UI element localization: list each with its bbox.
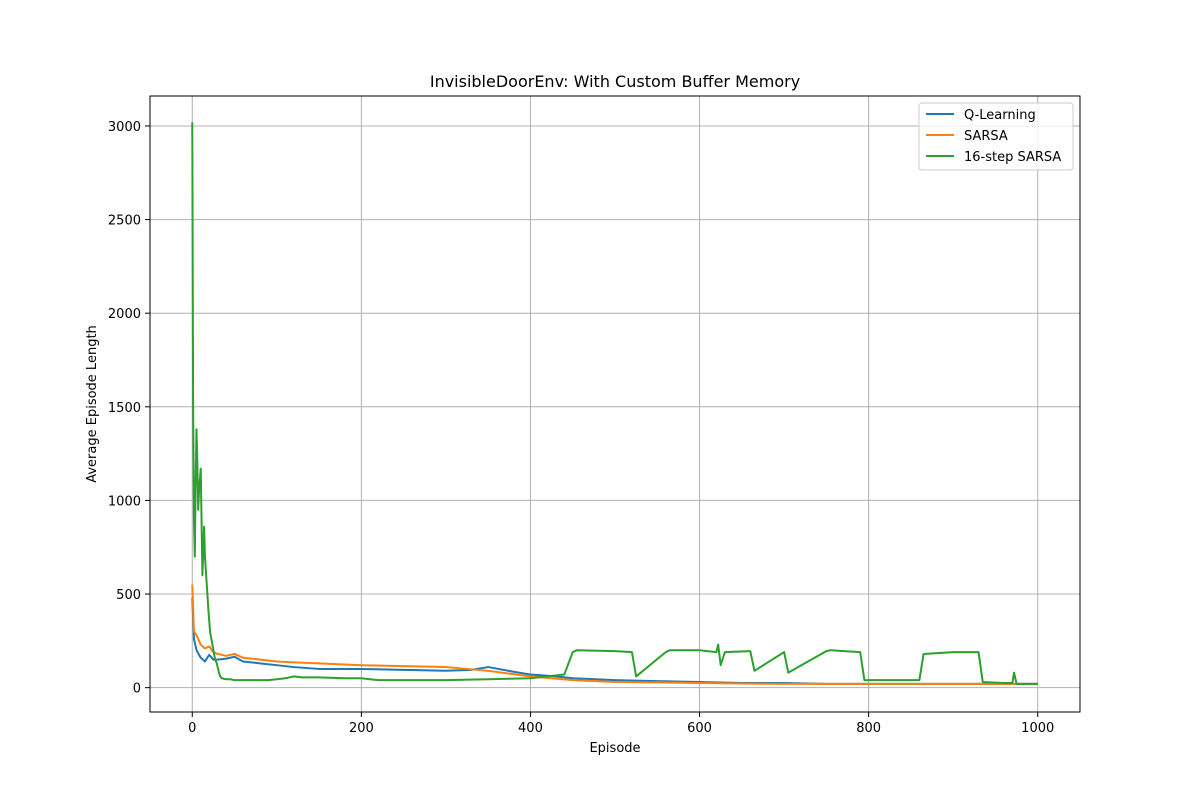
y-tick-label-5: 2500: [108, 214, 141, 229]
x-axis-ticks: 0 200 400 600 800 1000: [188, 712, 1054, 736]
y-axis-ticks: 0 500 1000 1500 2000 2500 3000: [108, 120, 150, 697]
x-tick-label-4: 800: [856, 721, 881, 736]
series-line-sarsa: [191, 584, 1038, 685]
legend-label-16-step-sarsa: 16-step SARSA: [964, 150, 1061, 165]
y-tick-label-4: 2000: [108, 307, 141, 322]
legend-label-q-learning: Q-Learning: [964, 108, 1036, 123]
legend: Q-Learning SARSA 16-step SARSA: [918, 102, 1074, 171]
grid-lines: [150, 96, 1080, 712]
y-tick-label-6: 3000: [108, 120, 141, 135]
x-tick-label-5: 1000: [1021, 721, 1054, 736]
series-lines: [191, 122, 1038, 685]
y-tick-label-3: 1500: [108, 401, 141, 416]
x-tick-label-1: 200: [349, 721, 374, 736]
x-axis-label: Episode: [589, 741, 640, 756]
legend-label-sarsa: SARSA: [964, 129, 1008, 144]
series-line-16-step-sarsa: [191, 122, 1038, 685]
y-tick-label-1: 500: [116, 588, 141, 603]
legend-box: [918, 102, 1074, 171]
y-axis-label: Average Episode Length: [85, 325, 100, 483]
chart-title: InvisibleDoorEnv: With Custom Buffer Mem…: [430, 72, 800, 91]
x-tick-label-2: 400: [518, 721, 543, 736]
y-tick-label-2: 1000: [108, 494, 141, 509]
x-tick-label-3: 600: [687, 721, 712, 736]
plot-frame: [149, 95, 1081, 713]
x-tick-label-0: 0: [188, 721, 196, 736]
y-tick-label-0: 0: [133, 682, 141, 697]
